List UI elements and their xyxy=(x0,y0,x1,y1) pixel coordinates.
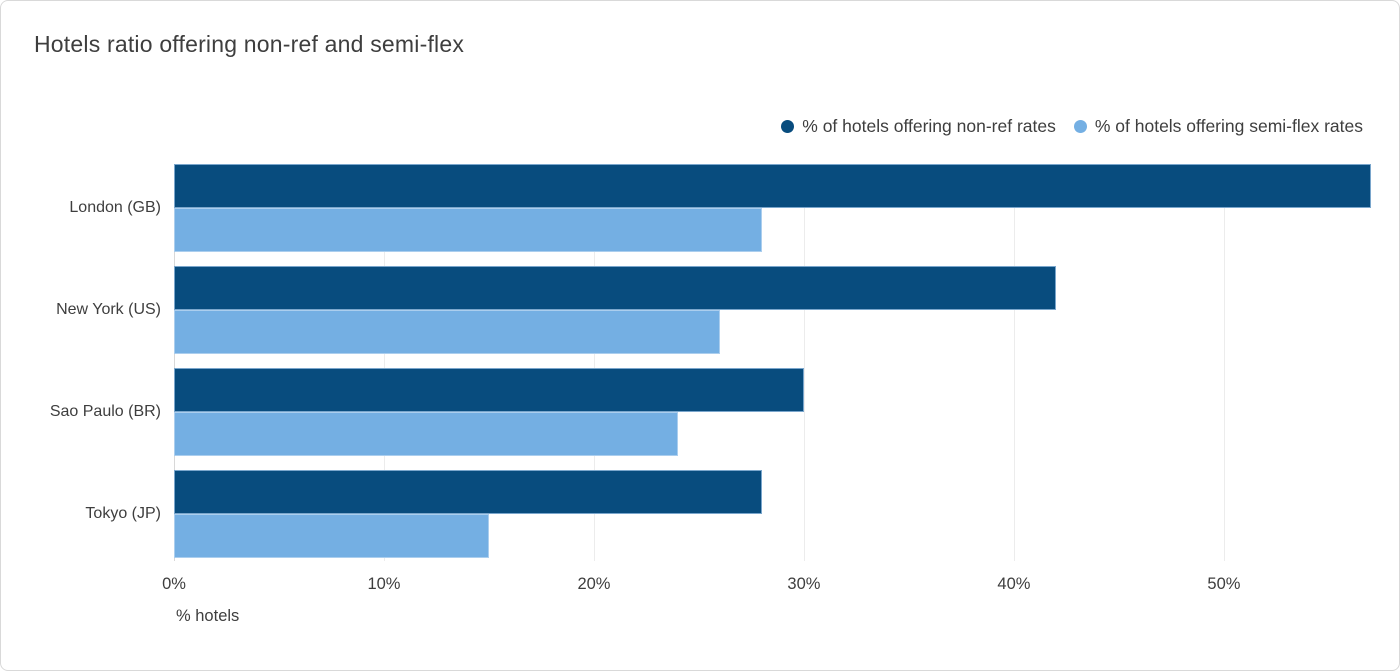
bar-group xyxy=(174,470,1373,558)
gridline xyxy=(1223,164,1225,561)
bar-semi-flex[interactable] xyxy=(174,208,762,252)
category-label: Tokyo (JP) xyxy=(85,505,161,522)
bar-group xyxy=(174,266,1373,354)
legend: % of hotels offering non-ref rates % of h… xyxy=(781,116,1363,137)
bar-semi-flex[interactable] xyxy=(174,514,489,558)
category-label: Sao Paulo (BR) xyxy=(49,403,161,420)
x-axis: 0% 10% 20% 30% 40% 50% xyxy=(162,571,1373,597)
bar-semi-flex[interactable] xyxy=(174,412,678,456)
x-tick-label: 0% xyxy=(162,575,186,593)
gridline xyxy=(803,164,805,561)
bar-semi-flex[interactable] xyxy=(174,310,720,354)
bar-non-ref[interactable] xyxy=(174,164,1371,208)
legend-label: % of hotels offering non-ref rates xyxy=(802,116,1056,136)
bar-non-ref[interactable] xyxy=(174,368,804,412)
legend-label: % of hotels offering semi-flex rates xyxy=(1094,116,1363,136)
x-axis-title: % hotels xyxy=(176,607,240,625)
gridline xyxy=(1013,164,1015,561)
bar-non-ref[interactable] xyxy=(174,470,762,514)
axis-zeroline xyxy=(174,164,175,561)
legend-item-non-ref[interactable]: % of hotels offering non-ref rates xyxy=(781,116,1056,137)
plot-area xyxy=(174,164,1373,561)
gridline xyxy=(383,164,385,561)
legend-dot-icon xyxy=(781,120,795,133)
legend-item-semi-flex[interactable]: % of hotels offering semi-flex rates xyxy=(1073,116,1363,137)
category-label: London (GB) xyxy=(69,199,161,216)
x-tick-label: 10% xyxy=(367,575,401,593)
bar-non-ref[interactable] xyxy=(174,266,1056,310)
bar-group xyxy=(174,164,1373,252)
legend-dot-icon xyxy=(1073,120,1087,133)
bar-group xyxy=(174,368,1373,456)
x-tick-label: 50% xyxy=(1207,575,1241,593)
chart-title: Hotels ratio offering non-ref and semi-f… xyxy=(34,31,465,57)
category-label: New York (US) xyxy=(56,301,161,318)
x-tick-label: 20% xyxy=(577,575,611,593)
x-tick-label: 40% xyxy=(997,575,1031,593)
x-tick-label: 30% xyxy=(787,575,821,593)
gridline xyxy=(593,164,595,561)
